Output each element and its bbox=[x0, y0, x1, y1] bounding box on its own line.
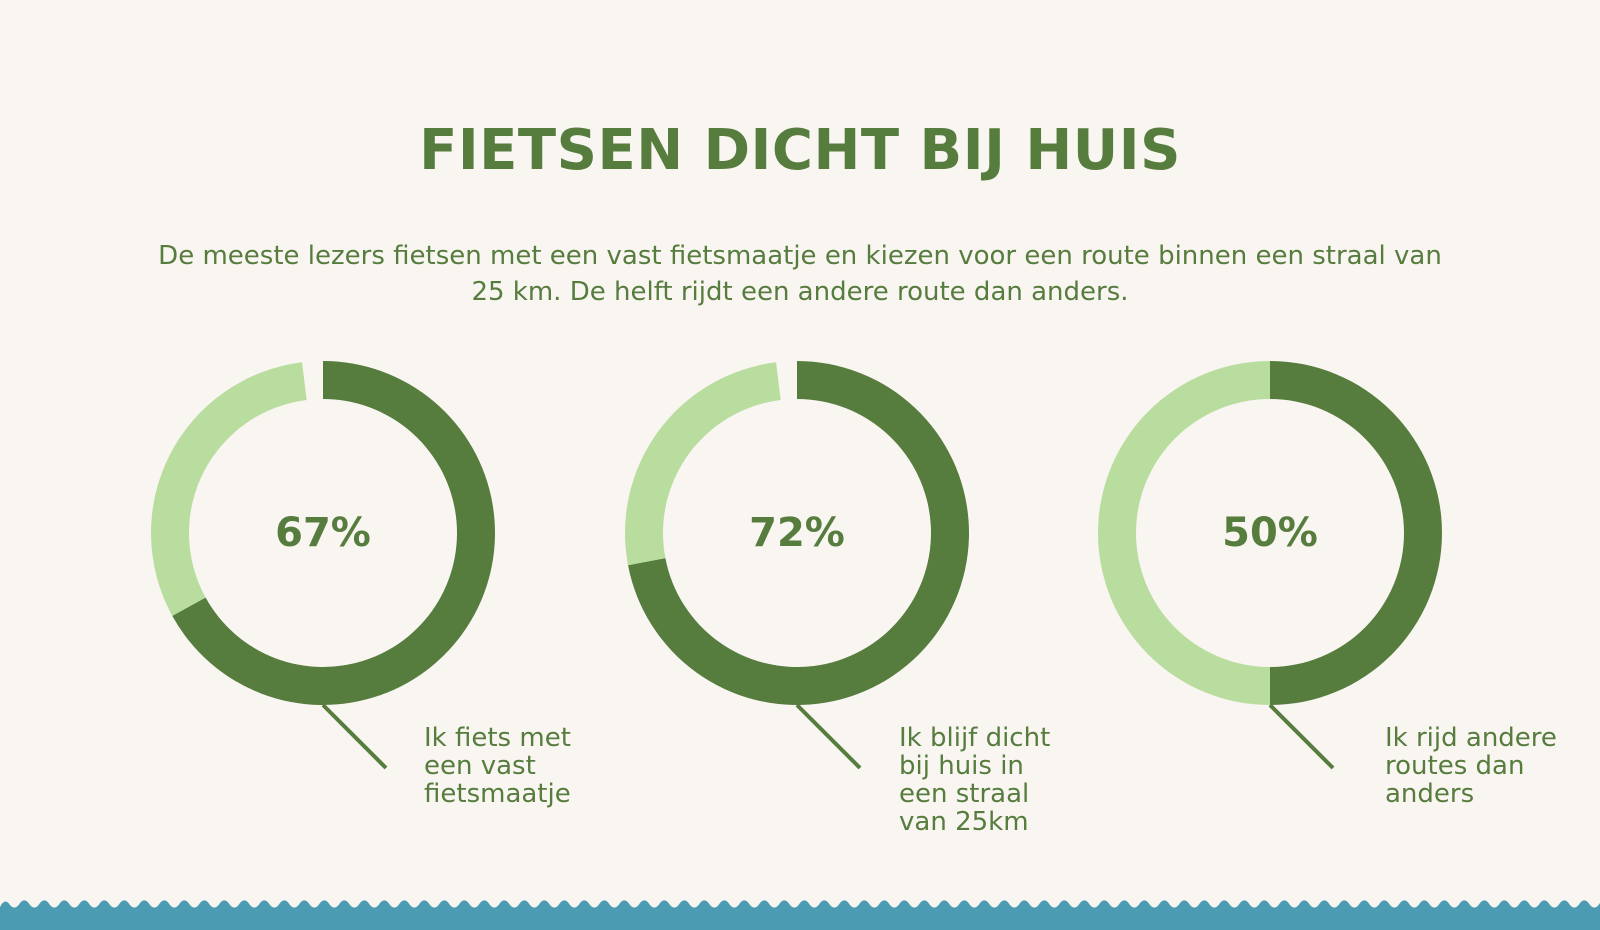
page-subtitle: De meeste lezers fietsen met een vast fi… bbox=[158, 241, 1442, 307]
donut-1-caption: Ik fiets met een vast fietsmaatje bbox=[424, 723, 571, 809]
donut-1-remainder-slice bbox=[151, 362, 307, 616]
donut-3-percentage: 50% bbox=[1222, 510, 1318, 556]
donut-3-remainder-slice bbox=[1098, 361, 1270, 705]
donut-2-remainder-slice bbox=[625, 362, 781, 566]
page-title: FIETSEN DICHT BIJ HUIS bbox=[419, 118, 1181, 183]
donut-2-caption: Ik blijf dicht bij huis in een straal va… bbox=[899, 723, 1051, 837]
wave-border bbox=[0, 900, 1600, 930]
donut-1-percentage: 67% bbox=[275, 510, 371, 556]
donut-2-leader-line bbox=[795, 703, 862, 770]
donut-3-value-slice bbox=[1270, 361, 1442, 705]
donut-2-percentage: 72% bbox=[749, 510, 845, 556]
donut-3-leader-line bbox=[1268, 703, 1335, 770]
donut-3-caption: Ik rijd andere routes dan anders bbox=[1385, 723, 1557, 809]
donut-1-leader-line bbox=[321, 703, 388, 770]
wave-shape bbox=[0, 900, 1600, 930]
